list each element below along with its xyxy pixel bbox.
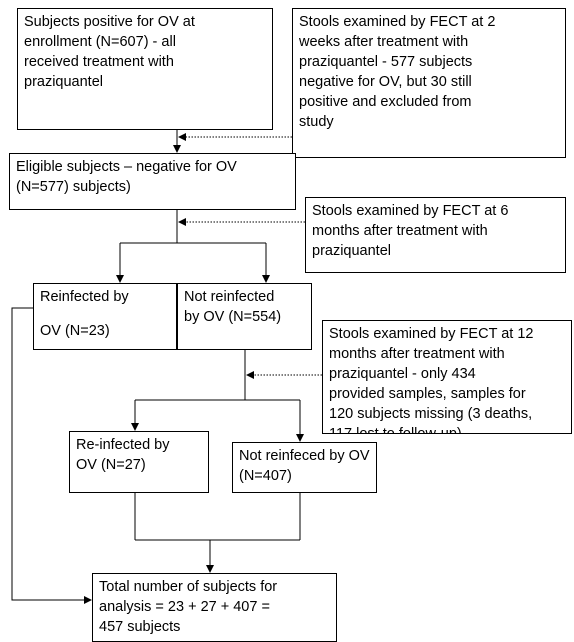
node-text: Not reinfected (184, 289, 275, 305)
node-text: Not reinfeced by OV (239, 448, 370, 464)
node-text: (N=407) (239, 468, 292, 484)
node-text: analysis = 23 + 27 + 407 = (99, 599, 270, 615)
node-text: praziquantel (312, 243, 391, 259)
node-box: Not reinfeced by OV (N=407) (232, 442, 377, 493)
node-text: Reinfected by (40, 289, 129, 305)
node-box: Stools examined by FECT at 12 months afte… (322, 320, 572, 434)
node-text: positive and excluded from (299, 94, 472, 110)
node-text: provided samples, samples for (329, 386, 526, 402)
node-text: Re-infected by (76, 437, 170, 453)
node-text: months after treatment with (329, 346, 505, 362)
node-box: Stools examined by FECT at 2 weeks after … (292, 8, 566, 158)
node-text: Eligible subjects – negative for OV (16, 159, 237, 175)
node-text: 120 subjects missing (3 deaths, (329, 406, 533, 422)
node-text: Stools examined by FECT at 12 (329, 326, 534, 342)
node-text: negative for OV, but 30 still (299, 74, 472, 90)
node-box: Re-infected by OV (N=27) (69, 431, 209, 493)
node-text: by OV (N=554) (184, 309, 282, 325)
node-text: months after treatment with (312, 223, 488, 239)
node-text: praziquantel - only 434 (329, 366, 476, 382)
node-text: study (299, 114, 334, 130)
node-text: 457 subjects (99, 619, 181, 635)
node-text: Subjects positive for OV at (24, 14, 195, 30)
node-text: OV (N=23) (40, 323, 110, 339)
node-text: praziquantel - 577 subjects (299, 54, 473, 70)
node-text: praziquantel (24, 74, 103, 90)
node-text: 117 lost to follow-up) (329, 426, 462, 434)
node-box: Reinfected by OV (N=23) (33, 283, 177, 350)
node-text: OV (N=27) (76, 457, 146, 473)
node-text: (N=577) subjects) (16, 179, 131, 195)
arrow (11, 307, 92, 604)
node-text: Stools examined by FECT at 6 (312, 203, 509, 219)
node-box: Stools examined by FECT at 6 months after… (305, 197, 566, 273)
node-box: Subjects positive for OV at enrollment (N… (17, 8, 273, 130)
node-box: Eligible subjects – negative for OV (N=57… (9, 153, 296, 210)
node-box: Not reinfected by OV (N=554) (177, 283, 312, 350)
node-box: Total number of subjects for analysis = 2… (92, 573, 337, 642)
node-text: Stools examined by FECT at 2 (299, 14, 496, 30)
node-text: Total number of subjects for (99, 579, 278, 595)
node-text: enrollment (N=607) - all (24, 34, 176, 50)
node-text: received treatment with (24, 54, 174, 70)
node-text: weeks after treatment with (299, 34, 469, 50)
